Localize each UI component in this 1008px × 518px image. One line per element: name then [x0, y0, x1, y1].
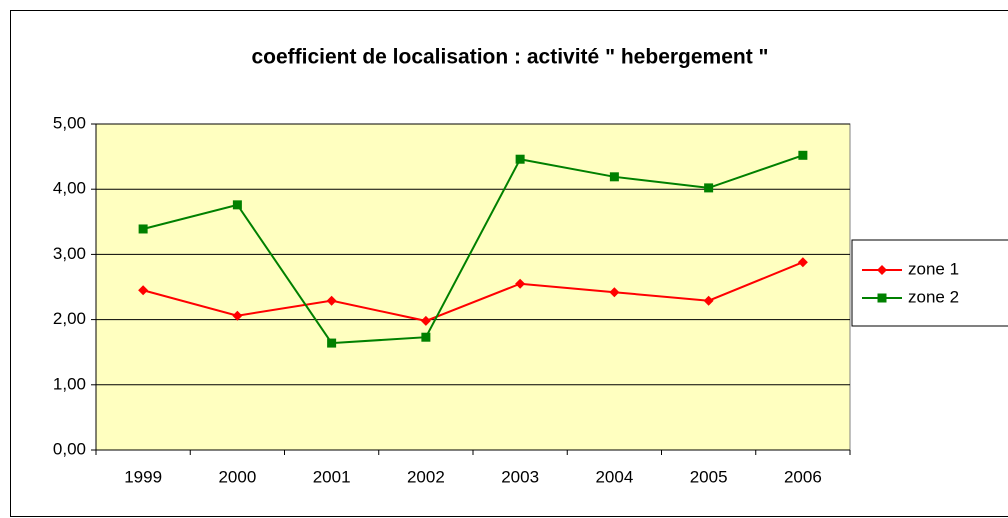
series-line [142, 154, 804, 345]
x-tick-label: 2000 [218, 467, 256, 486]
data-point [420, 315, 431, 326]
data-point [326, 295, 337, 306]
data-point [798, 150, 808, 160]
x-tick-label: 2001 [313, 467, 351, 486]
data-point [138, 224, 148, 234]
legend-marker [877, 265, 887, 275]
x-tick-label: 2006 [784, 467, 822, 486]
data-point [232, 200, 242, 210]
data-point [609, 172, 619, 182]
data-point [421, 332, 431, 342]
y-tick-label: 5,00 [53, 113, 86, 132]
x-tick-label: 2004 [595, 467, 633, 486]
series-line [142, 261, 804, 322]
data-point [138, 285, 149, 296]
data-point [609, 287, 620, 298]
legend [851, 239, 1008, 327]
y-tick-label: 2,00 [53, 309, 86, 328]
y-tick-label: 0,00 [53, 439, 86, 458]
x-tick-label: 2002 [407, 467, 445, 486]
data-point [515, 154, 525, 164]
y-tick-label: 1,00 [53, 374, 86, 393]
data-point [327, 338, 337, 348]
legend-label: zone 1 [908, 259, 959, 278]
y-tick-label: 3,00 [53, 244, 86, 263]
data-point [515, 278, 526, 289]
data-point [797, 257, 808, 268]
data-point [704, 183, 714, 193]
data-point [703, 295, 714, 306]
legend-label: zone 2 [908, 287, 959, 306]
chart-title: coefficient de localisation : activité "… [251, 46, 768, 69]
data-point [232, 310, 243, 321]
y-tick-label: 4,00 [53, 179, 86, 198]
x-tick-label: 1999 [124, 467, 162, 486]
legend-marker [877, 293, 887, 303]
plot-area [95, 123, 851, 451]
x-tick-label: 2003 [501, 467, 539, 486]
x-tick-label: 2005 [690, 467, 728, 486]
